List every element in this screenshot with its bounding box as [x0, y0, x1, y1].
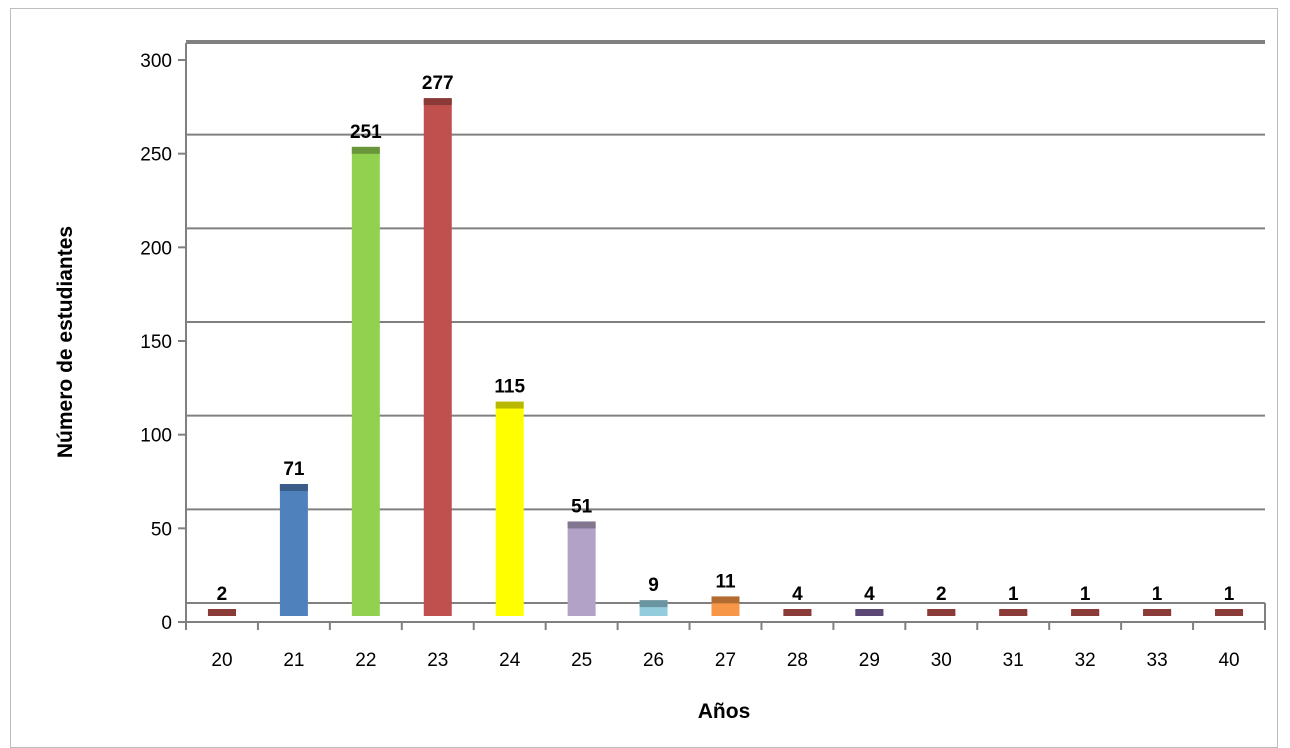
data-label: 4 [864, 584, 875, 605]
bars [207, 98, 1244, 616]
bar-top [927, 609, 956, 616]
x-tick-label: 22 [355, 650, 376, 671]
x-tick-label: 23 [427, 650, 448, 671]
bar-top [783, 609, 812, 616]
bar-top [711, 596, 740, 604]
data-label: 1 [1008, 584, 1019, 605]
y-tick-labels: 0 50 100 150 200 250 300 [140, 51, 186, 634]
y-tick-label: 300 [140, 51, 172, 72]
data-label: 9 [648, 575, 659, 596]
bar-top [567, 521, 596, 529]
x-tick-label: 27 [715, 650, 736, 671]
chart-frame [10, 8, 1278, 748]
bar-top [855, 609, 884, 616]
bar [567, 522, 596, 616]
x-tick-label: 32 [1075, 650, 1096, 671]
bar-top [1215, 609, 1244, 616]
data-label: 115 [494, 377, 525, 398]
data-label: 71 [283, 459, 305, 480]
y-tick-label: 0 [161, 613, 172, 634]
x-axis-title: Años [698, 700, 751, 723]
bar-top [495, 401, 524, 409]
bar-top [639, 600, 668, 608]
y-tick-label: 100 [140, 426, 172, 447]
bar [423, 99, 452, 616]
bar [495, 402, 524, 616]
y-axis-title: Número de estudiantes [54, 226, 77, 458]
bar-top [207, 609, 236, 616]
data-label: 251 [350, 122, 382, 143]
x-tick-label: 33 [1147, 650, 1168, 671]
x-tick-label: 31 [1003, 650, 1024, 671]
x-tick-label: 30 [931, 650, 952, 671]
x-tick-label: 24 [499, 650, 521, 671]
bar-top [351, 146, 380, 154]
gridlines [186, 40, 1266, 622]
bar-top [423, 98, 452, 106]
y-tick-label: 50 [151, 519, 172, 540]
data-label: 1 [1152, 584, 1163, 605]
data-label: 4 [792, 584, 803, 605]
x-tick-labels: 20 21 22 23 24 25 26 27 28 29 30 31 32 33 40 [185, 622, 1266, 671]
bar-top [279, 483, 308, 491]
data-label: 2 [936, 584, 947, 605]
bar-top [1071, 609, 1100, 616]
x-tick-label: 21 [283, 650, 304, 671]
x-tick-label: 25 [571, 650, 592, 671]
x-tick-label: 28 [787, 650, 808, 671]
bar-top [1143, 609, 1172, 616]
data-label: 51 [571, 496, 593, 517]
bar-top [999, 609, 1028, 616]
data-label: 277 [422, 73, 454, 94]
x-tick-label: 20 [211, 650, 232, 671]
x-tick-label: 40 [1218, 650, 1239, 671]
x-tick-label: 26 [643, 650, 664, 671]
x-tick-label: 29 [859, 650, 880, 671]
data-label: 1 [1224, 584, 1235, 605]
data-label: 1 [1080, 584, 1091, 605]
y-tick-label: 200 [140, 238, 172, 259]
data-label: 11 [715, 571, 736, 592]
y-tick-label: 250 [140, 145, 172, 166]
bar [351, 147, 380, 616]
data-label: 2 [217, 584, 228, 605]
axes [185, 43, 1265, 623]
y-tick-label: 150 [140, 332, 172, 353]
bar [279, 484, 308, 616]
